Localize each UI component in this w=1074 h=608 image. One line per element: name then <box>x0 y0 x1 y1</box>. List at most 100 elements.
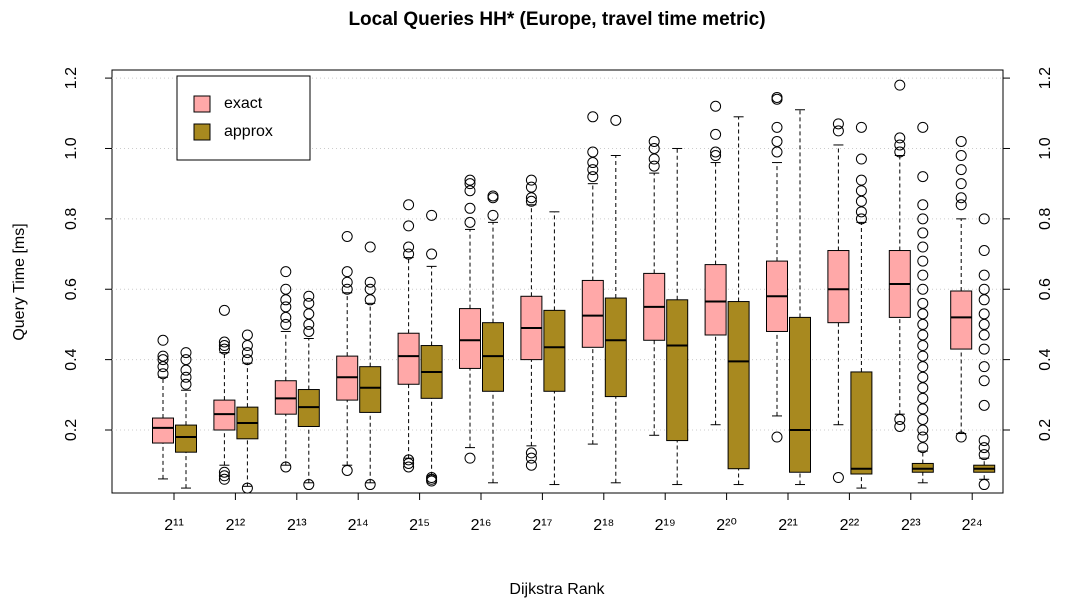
outlier <box>917 382 929 394</box>
outlier <box>648 153 660 165</box>
box <box>789 316 811 473</box>
outlier <box>487 209 499 221</box>
outlier <box>464 452 476 464</box>
outlier <box>978 308 990 320</box>
outlier <box>978 442 990 454</box>
y2-tick-label: 0.4 <box>1037 348 1054 370</box>
outlier <box>917 442 929 454</box>
outlier <box>917 121 929 133</box>
x-axis-label: Dijkstra Rank <box>509 581 605 598</box>
outlier <box>917 171 929 183</box>
outlier <box>771 121 783 133</box>
outlier <box>978 361 990 373</box>
y2-tick-label: 0.6 <box>1037 278 1054 300</box>
legend-swatch <box>193 123 211 141</box>
x-tick-label: 2¹⁶ <box>471 517 492 534</box>
outlier <box>917 241 929 253</box>
x-tick-label: 2¹⁵ <box>409 517 430 534</box>
y-tick-label: 0.4 <box>63 348 80 370</box>
outlier <box>180 364 192 376</box>
outlier <box>180 378 192 390</box>
outlier <box>218 466 230 478</box>
x-tick-label: 2¹⁸ <box>593 517 614 534</box>
outlier <box>978 329 990 341</box>
legend-swatch <box>193 95 211 113</box>
outlier <box>978 283 990 295</box>
outlier <box>587 111 599 123</box>
x-tick-label: 2²² <box>840 517 860 534</box>
outlier <box>303 318 315 330</box>
outlier <box>364 294 376 306</box>
outlier <box>403 461 415 473</box>
outlier <box>280 283 292 295</box>
outlier <box>587 171 599 183</box>
outlier <box>710 128 722 140</box>
outlier <box>855 195 867 207</box>
outlier <box>341 276 353 288</box>
y-tick-label: 1.0 <box>63 137 80 159</box>
outlier <box>341 283 353 295</box>
outlier <box>218 343 230 355</box>
outlier <box>403 199 415 211</box>
outlier <box>978 375 990 387</box>
outlier <box>771 146 783 158</box>
outlier <box>978 435 990 447</box>
outlier <box>917 283 929 295</box>
box <box>543 309 566 392</box>
outlier <box>280 266 292 278</box>
outlier <box>157 334 169 346</box>
outlier <box>955 178 967 190</box>
outlier <box>855 174 867 186</box>
outlier <box>917 431 929 443</box>
x-tick-label: 2¹⁹ <box>655 517 676 534</box>
outlier <box>978 449 990 461</box>
outlier <box>364 241 376 253</box>
outlier <box>364 479 376 491</box>
box <box>727 301 750 470</box>
outlier <box>241 347 253 359</box>
chart-title: Local Queries HH* (Europe, travel time m… <box>348 9 765 30</box>
outlier <box>955 135 967 147</box>
outlier <box>855 206 867 218</box>
outlier <box>487 190 499 202</box>
box <box>152 417 174 444</box>
outlier <box>241 354 253 366</box>
outlier <box>832 125 844 137</box>
outlier <box>280 294 292 306</box>
outlier <box>464 178 476 190</box>
outlier <box>525 195 537 207</box>
outlier <box>917 329 929 341</box>
outlier <box>955 150 967 162</box>
box <box>950 290 973 350</box>
outlier <box>426 472 438 484</box>
legend-label: exact <box>224 95 263 112</box>
outlier <box>157 350 169 362</box>
outlier <box>855 213 867 225</box>
outlier <box>917 308 929 320</box>
outlier <box>917 340 929 352</box>
outlier <box>464 202 476 214</box>
outlier <box>180 354 192 366</box>
outlier <box>955 192 967 204</box>
y-tick-label: 0.2 <box>63 419 80 441</box>
outlier <box>157 368 169 380</box>
box <box>666 299 689 442</box>
outlier <box>894 139 906 151</box>
outlier <box>978 343 990 355</box>
outlier <box>403 241 415 253</box>
outlier <box>157 354 169 366</box>
outlier <box>771 135 783 147</box>
outlier <box>525 459 537 471</box>
y-tick-label: 0.6 <box>63 278 80 300</box>
x-tick-label: 2²⁰ <box>716 517 737 534</box>
outlier <box>917 350 929 362</box>
outlier <box>341 464 353 476</box>
outlier <box>648 160 660 172</box>
outlier <box>955 199 967 211</box>
outlier <box>917 413 929 425</box>
outlier <box>280 318 292 330</box>
y-axis-label: Query Time [ms] <box>11 223 28 340</box>
box <box>359 366 382 413</box>
outlier <box>648 135 660 147</box>
outlier <box>894 79 906 91</box>
